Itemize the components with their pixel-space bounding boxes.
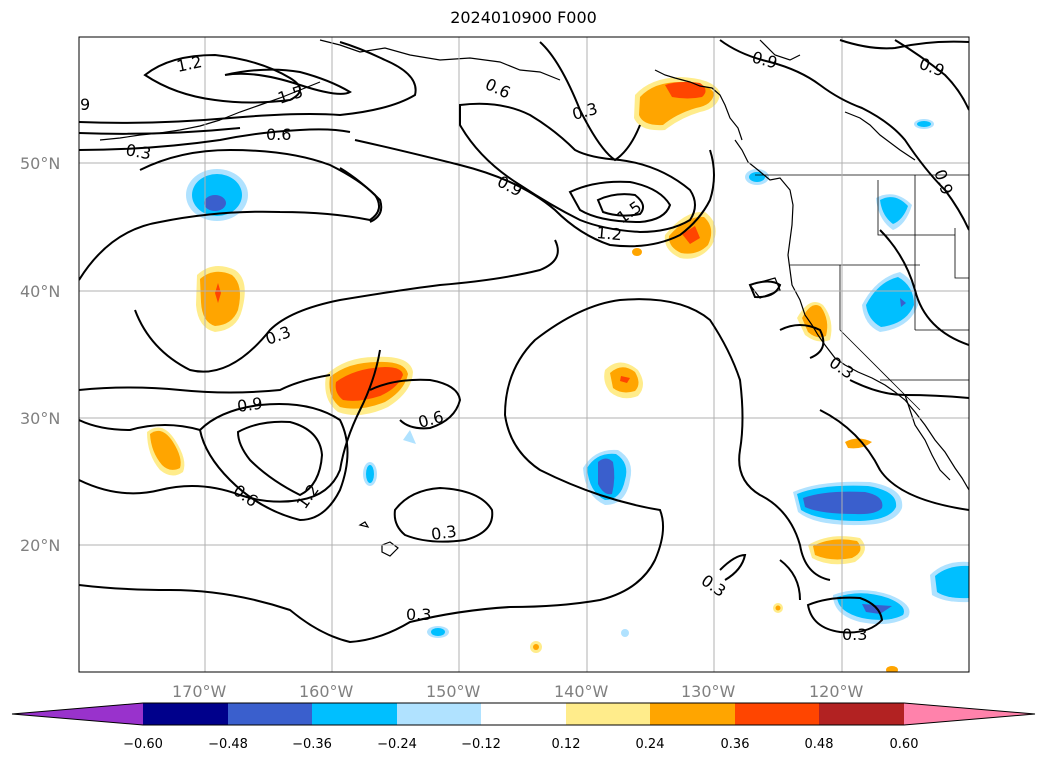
lon-labels: 170°W 160°W 150°W 140°W 130°W 120°W: [172, 682, 864, 701]
colorbar-tick: 0.36: [721, 737, 750, 752]
lat-label-40n: 40°N: [20, 282, 60, 301]
colorbar-segment: [312, 703, 397, 725]
contour-label: 0.3: [430, 522, 458, 544]
lat-labels: 50°N 40°N 30°N 20°N: [20, 154, 60, 555]
state-borders: [755, 174, 969, 411]
colorbar-segment: [228, 703, 312, 725]
colorbar-segment: [397, 703, 481, 725]
lon-label-120w: 120°W: [809, 682, 864, 701]
colorbar-tick: −0.60: [123, 737, 163, 752]
colorbar: −0.60 −0.48 −0.36 −0.24 −0.12 0.12 0.24 …: [11, 702, 1036, 752]
lon-label-170w: 170°W: [172, 682, 227, 701]
contour-label: 1.2: [175, 52, 204, 76]
contour-label: 0.3: [124, 140, 152, 163]
colorbar-segment: [566, 703, 650, 725]
colorbar-tick: −0.48: [208, 737, 248, 752]
colorbar-segment: [143, 703, 228, 725]
colorbar-tick: 0.48: [805, 737, 834, 752]
colorbar-segment-extend-low: [12, 703, 143, 725]
contour-label: 0.6: [266, 125, 291, 144]
lon-label-130w: 130°W: [681, 682, 736, 701]
colorbar-tick: −0.36: [292, 737, 332, 752]
colorbar-segment: [481, 703, 566, 725]
colorbar-tick: 0.12: [552, 737, 581, 752]
lon-label-140w: 140°W: [554, 682, 609, 701]
lat-label-20n: 20°N: [20, 536, 60, 555]
lon-label-150w: 150°W: [426, 682, 481, 701]
colorbar-segment: [735, 703, 819, 725]
contour-label: 0.3: [406, 605, 431, 624]
colorbar-tick: −0.12: [461, 737, 501, 752]
map-frame: [78, 36, 970, 673]
contour-lines: [79, 39, 969, 644]
contour-label: 9: [80, 95, 90, 114]
colorbar-segment-extend-high: [904, 703, 1035, 725]
colorbar-segment: [650, 703, 735, 725]
colorbar-tick: 0.24: [636, 737, 665, 752]
contour-label: 1.2: [596, 223, 623, 244]
lon-label-160w: 160°W: [299, 682, 354, 701]
map-title: 2024010900 F000: [450, 8, 597, 27]
contour-label: 0.3: [842, 625, 867, 644]
colorbar-tick: 0.60: [890, 737, 919, 752]
colorbar-tick: −0.24: [377, 737, 417, 752]
colorbar-outline: [11, 702, 1036, 726]
contour-label: 0.9: [236, 394, 264, 416]
lat-label-30n: 30°N: [20, 409, 60, 428]
lat-label-50n: 50°N: [20, 154, 60, 173]
colorbar-segment: [819, 703, 904, 725]
anomaly-fills: [147, 77, 969, 672]
